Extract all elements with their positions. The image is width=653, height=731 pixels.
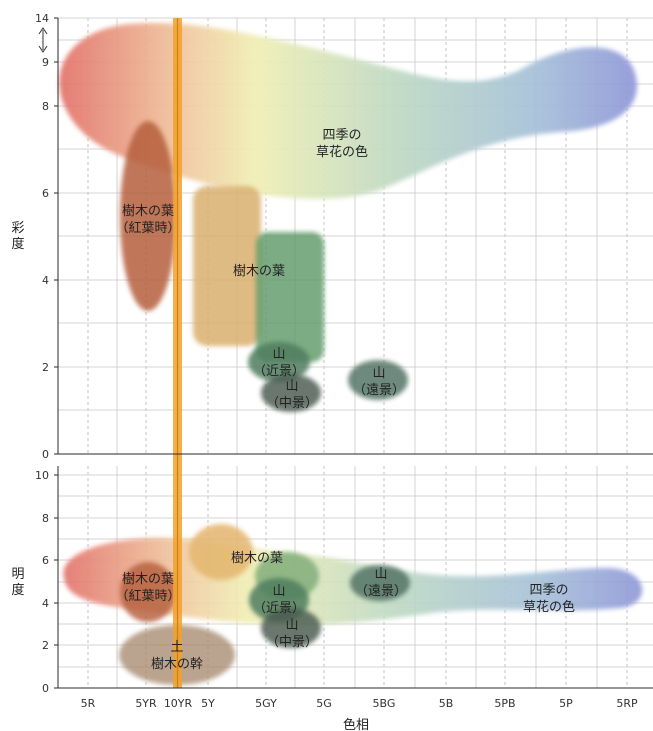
region-bot-mountain-mid: [261, 608, 321, 648]
bot-label-seasons-line: 草花の色: [523, 599, 575, 615]
top-label-autumn-line: （紅葉時）: [115, 221, 180, 236]
x-tick-5G: 5G: [316, 697, 332, 710]
bot-label-autumn: 樹木の葉 （紅葉時）: [115, 572, 180, 604]
region-top-leaves-yellow: [193, 186, 261, 346]
bot-y-tick-2: 2: [42, 639, 49, 652]
bot-label-mountain-mid: 山 （中景）: [266, 618, 318, 650]
x-tick-5BG: 5BG: [373, 697, 396, 710]
top-y-tick-9: 9: [42, 56, 49, 69]
top-label-mountain-mid: 山 （中景）: [266, 379, 318, 411]
region-top-mountain-mid: [261, 374, 321, 412]
bot-label-leaves-line: 樹木の葉: [231, 551, 283, 566]
bot-y-tick-0: 0: [42, 682, 49, 695]
bot-label-soil-trunk-line: 土: [170, 640, 183, 655]
top-label-mountain-near: 山 （近景）: [253, 347, 305, 379]
bot-y-tick-4: 4: [42, 597, 49, 610]
top-label-mountain-mid-line: 山: [285, 379, 298, 394]
region-bot-leaves-yellow: [189, 524, 253, 580]
x-tick-5R: 5R: [81, 697, 96, 710]
bot-label-mountain-far-line: 山: [374, 567, 387, 582]
top-label-seasons-line: 四季の: [322, 128, 361, 143]
bot-y-axis-label-char: 度: [11, 582, 24, 598]
x-axis-label: 色相: [343, 717, 369, 731]
x-tick-5P: 5P: [559, 697, 573, 710]
bot-y-axis-label: 明度: [11, 567, 24, 598]
y-break-arrow-icon: [38, 27, 48, 53]
top-y-tick-4: 4: [42, 274, 49, 287]
x-tick-10YR: 10YR: [164, 697, 193, 710]
bot-y-tick-8: 8: [42, 512, 49, 525]
x-tick-5PB: 5PB: [494, 697, 515, 710]
top-label-autumn: 樹木の葉 （紅葉時）: [115, 204, 180, 236]
region-top-mountain-far: [348, 360, 408, 400]
bot-label-mountain-mid-line: （中景）: [266, 635, 318, 650]
region-bot-autumn: [120, 562, 176, 622]
top-y-tick-6: 6: [42, 187, 49, 200]
bot-label-mountain-near-line: 山: [272, 584, 285, 599]
top-y-tick-2: 2: [42, 361, 49, 374]
bot-label-autumn-line: 樹木の葉: [122, 572, 174, 587]
region-top-mountain-near: [248, 342, 310, 382]
bot-label-mountain-near-line: （近景）: [253, 601, 305, 616]
bot-label-mountain-near: 山 （近景）: [253, 584, 305, 616]
bot-y-tick-10: 10: [35, 469, 49, 482]
bot-y-tick-6: 6: [42, 554, 49, 567]
region-top-seasons: [59, 22, 637, 199]
bot-label-autumn-line: （紅葉時）: [115, 589, 180, 604]
top-y-axis-label-char: 度: [11, 236, 24, 252]
x-tick-5YR: 5YR: [135, 697, 157, 710]
bot-label-leaves: 樹木の葉: [231, 551, 283, 566]
top-y-tick-8: 8: [42, 100, 49, 113]
bot-label-soil-trunk-line: 樹木の幹: [151, 656, 203, 672]
top-label-mountain-mid-line: （中景）: [266, 396, 318, 411]
top-y-axis-label-char: 彩: [11, 221, 24, 236]
top-label-mountain-near-line: 山: [272, 347, 285, 362]
bot-y-axis-label-char: 明: [11, 567, 24, 582]
top-y-tick-0: 0: [42, 448, 49, 461]
x-tick-5Y: 5Y: [201, 697, 215, 710]
bot-label-seasons-line: 四季の: [529, 583, 568, 598]
top-label-leaves-line: 樹木の葉: [233, 264, 285, 279]
top-label-mountain-near-line: （近景）: [253, 364, 305, 379]
bot-label-mountain-mid-line: 山: [285, 618, 298, 633]
x-tick-5GY: 5GY: [255, 697, 277, 710]
top-label-leaves: 樹木の葉: [233, 264, 285, 279]
top-label-mountain-far-line: （遠景）: [353, 383, 405, 398]
top-y-tick-14: 14: [35, 12, 49, 25]
top-label-mountain-far: 山 （遠景）: [353, 366, 405, 398]
x-tick-5B: 5B: [439, 697, 454, 710]
top-label-autumn-line: 樹木の葉: [122, 204, 174, 219]
top-label-seasons-line: 草花の色: [316, 144, 368, 160]
region-top-leaves-green: [256, 232, 324, 362]
bot-label-mountain-far-line: （遠景）: [355, 584, 407, 599]
top-y-axis-label: 彩度: [11, 221, 24, 252]
region-top-autumn: [120, 121, 176, 311]
x-tick-5RP: 5RP: [616, 697, 638, 710]
top-label-mountain-far-line: 山: [372, 366, 385, 381]
region-bot-mountain-far: [350, 565, 410, 601]
bot-label-mountain-far: 山 （遠景）: [355, 567, 407, 599]
